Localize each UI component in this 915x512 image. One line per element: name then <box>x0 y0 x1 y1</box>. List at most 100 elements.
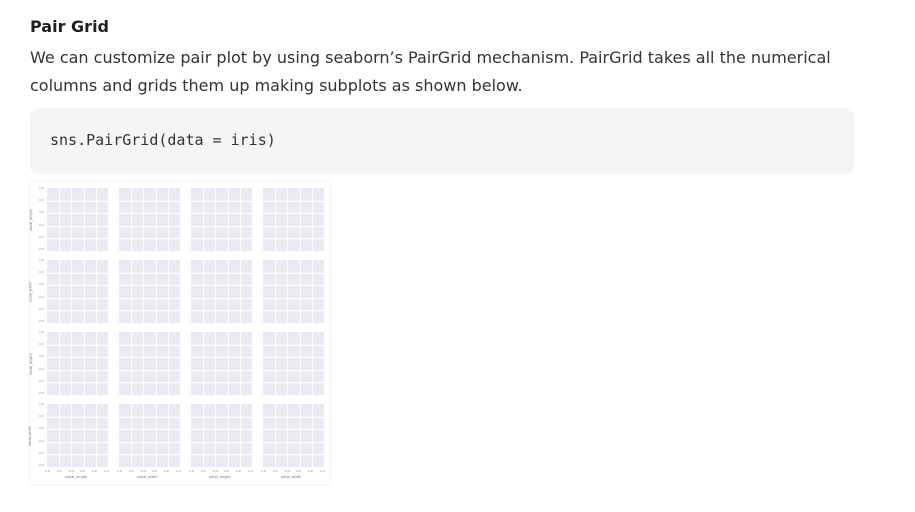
x-axis-label: petal_width <box>281 475 302 479</box>
y-tick-label: 0.4 <box>39 223 44 227</box>
gridline <box>240 188 241 251</box>
y-tick-label: 0.0 <box>39 391 44 395</box>
gridline <box>119 417 180 418</box>
code-block: sns.PairGrid(data = iris) <box>30 108 854 174</box>
gridline <box>215 188 216 251</box>
gridline <box>47 417 108 418</box>
gridline <box>191 345 252 346</box>
gridline <box>143 188 144 251</box>
gridline <box>300 332 301 395</box>
gridline <box>84 188 85 251</box>
x-tick-label: 0.2 <box>57 469 62 473</box>
y-axis-label: petal_length <box>28 353 33 375</box>
gridline <box>215 332 216 395</box>
gridline <box>312 188 313 251</box>
gridline <box>300 188 301 251</box>
gridline <box>263 238 324 239</box>
x-tick-label: 0.4 <box>213 469 218 473</box>
gridline <box>84 404 85 467</box>
gridline <box>119 226 180 227</box>
subplot-sepal_width-vs-petal_width <box>263 260 324 323</box>
gridline <box>287 332 288 395</box>
gridline <box>168 332 169 395</box>
gridline <box>59 404 60 467</box>
gridline <box>168 260 169 323</box>
y-tick-label: 0.4 <box>39 439 44 443</box>
gridline <box>228 188 229 251</box>
gridline <box>287 404 288 467</box>
description-paragraph: We can customize pair plot by using seab… <box>30 48 831 95</box>
gridline <box>47 429 108 430</box>
gridline <box>47 273 108 274</box>
gridline <box>275 404 276 467</box>
gridline <box>263 442 324 443</box>
gridline <box>47 357 108 358</box>
gridline <box>143 404 144 467</box>
gridline <box>131 332 132 395</box>
gridline <box>156 404 157 467</box>
gridline <box>312 404 313 467</box>
gridline <box>84 260 85 323</box>
gridline <box>191 310 252 311</box>
gridline <box>263 454 324 455</box>
gridline <box>119 310 180 311</box>
gridline <box>215 260 216 323</box>
subplot-petal_width-vs-petal_length <box>191 404 252 467</box>
gridline <box>191 298 252 299</box>
gridline <box>191 213 252 214</box>
gridline <box>168 188 169 251</box>
gridline <box>191 429 252 430</box>
y-tick-label: 1.0 <box>39 330 44 334</box>
code-text: sns.PairGrid(data = iris) <box>50 131 276 149</box>
subplot-petal_width-vs-petal_width <box>263 404 324 467</box>
gridline <box>263 429 324 430</box>
subplot-sepal_length-vs-petal_width <box>263 188 324 251</box>
subplot-petal_width-vs-sepal_length <box>47 404 108 467</box>
gridline <box>240 404 241 467</box>
x-tick-label: 0.4 <box>69 469 74 473</box>
gridline <box>203 332 204 395</box>
gridline <box>47 454 108 455</box>
gridline <box>47 345 108 346</box>
gridline <box>191 201 252 202</box>
gridline <box>312 260 313 323</box>
gridline <box>240 260 241 323</box>
x-axis-label: sepal_width <box>137 475 158 479</box>
gridline <box>263 310 324 311</box>
x-tick-label: 0.8 <box>308 469 313 473</box>
gridline <box>312 332 313 395</box>
gridline <box>131 404 132 467</box>
gridline <box>156 188 157 251</box>
gridline <box>47 310 108 311</box>
gridline <box>203 260 204 323</box>
gridline <box>156 260 157 323</box>
y-tick-label: 0.0 <box>39 319 44 323</box>
gridline <box>47 442 108 443</box>
gridline <box>59 188 60 251</box>
y-tick-label: 0.6 <box>39 354 44 358</box>
subplot-sepal_width-vs-petal_length <box>191 260 252 323</box>
gridline <box>263 298 324 299</box>
gridline <box>263 417 324 418</box>
gridline <box>119 345 180 346</box>
gridline <box>275 260 276 323</box>
y-axis-label: sepal_width <box>28 281 33 303</box>
gridline <box>59 260 60 323</box>
x-tick-label: 1.0 <box>104 469 109 473</box>
subplot-petal_length-vs-petal_width <box>263 332 324 395</box>
x-tick-label: 0.4 <box>141 469 146 473</box>
gridline <box>191 273 252 274</box>
gridline <box>228 404 229 467</box>
gridline <box>215 404 216 467</box>
gridline <box>263 285 324 286</box>
x-tick-label: 1.0 <box>176 469 181 473</box>
gridline <box>119 213 180 214</box>
gridline <box>263 273 324 274</box>
y-tick-label: 1.0 <box>39 258 44 262</box>
gridline <box>300 404 301 467</box>
gridline <box>119 382 180 383</box>
x-tick-label: 0.6 <box>152 469 157 473</box>
gridline <box>71 332 72 395</box>
section-heading: Pair Grid <box>30 17 109 36</box>
x-tick-label: 0.8 <box>236 469 241 473</box>
